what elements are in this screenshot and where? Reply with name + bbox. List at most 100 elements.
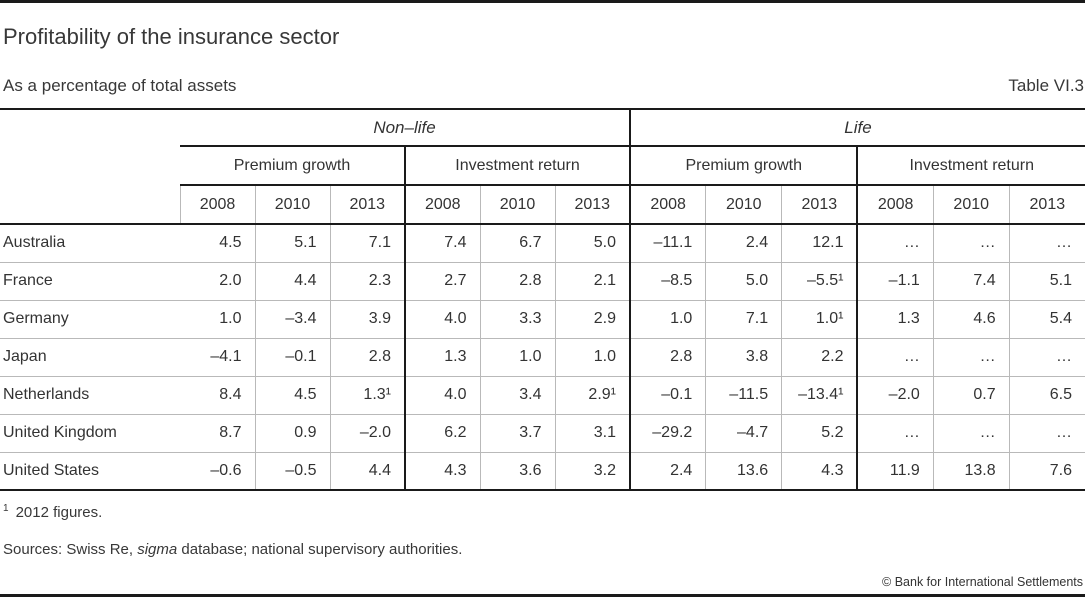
value-cell: –2.0 [856,375,934,414]
value-cell: 7.1 [705,299,782,338]
value-cell: … [1008,337,1085,376]
subgroup-header-life-premium-growth: Premium growth [628,146,858,186]
group-header-life: Life [629,108,1085,147]
value-cell: 2.8 [629,337,706,376]
country-cell: Germany [0,299,180,338]
subgroup-header-row: Premium growth Investment return Premium… [0,146,1085,186]
country-cell: Netherlands [0,375,180,414]
year-header: 2008 [179,185,255,225]
value-cell: 4.3 [781,451,858,491]
value-cell: 11.9 [856,451,934,491]
value-cell: 0.9 [254,413,330,452]
sources-line: Sources: Swiss Re, sigma database; natio… [3,541,462,558]
subgroup-header-nonlife-premium-growth: Premium growth [180,146,405,186]
top-rule [0,0,1085,3]
country-cell: United States [0,451,180,491]
page-title: Profitability of the insurance sector [3,24,340,49]
value-cell: 2.3 [329,261,405,300]
table-row: United Kingdom 8.7 0.9 –2.0 6.2 3.7 3.1 –29.2 –4… [0,413,1085,452]
subtitle-row: As a percentage of total assets Table VI… [3,76,1084,96]
value-cell: 2.9 [554,299,630,338]
country-cell: France [0,261,180,300]
sources-prefix: Sources: Swiss Re, [3,541,138,558]
value-cell: … [932,224,1010,262]
year-header: 2013 [781,185,858,225]
table-body: Australia 4.5 5.1 7.1 7.4 6.7 5.0 –11.1 2.4 12.1…… [0,224,1085,491]
value-cell: 5.0 [705,261,782,300]
value-cell: 3.4 [479,375,555,414]
value-cell: –0.1 [629,375,706,414]
year-header: 2008 [629,185,706,225]
profitability-table: Non–life Life Premium growth Investment … [0,108,1085,491]
table-row: Australia 4.5 5.1 7.1 7.4 6.7 5.0 –11.1 2.4 12.1…… [0,224,1085,262]
value-cell: –0.1 [254,337,330,376]
value-cell: 4.4 [329,451,405,491]
value-cell: 8.7 [180,413,255,452]
value-cell: 2.9¹ [554,375,630,414]
value-cell: … [932,413,1010,452]
value-cell: –11.5 [705,375,782,414]
table-subtitle: As a percentage of total assets [3,76,237,95]
value-cell: … [856,224,934,262]
value-cell: 4.5 [254,375,330,414]
value-cell: –5.5¹ [781,261,858,300]
table-row: United States –0.6 –0.5 4.4 4.3 3.6 3.2 2.4 13.6… [0,451,1085,491]
country-cell: Japan [0,337,180,376]
value-cell: 3.6 [479,451,555,491]
value-cell: –8.5 [629,261,706,300]
year-header: 2013 [329,185,405,225]
value-cell: –4.1 [180,337,255,376]
value-cell: –0.5 [254,451,330,491]
table-header: Non–life Life Premium growth Investment … [0,108,1085,225]
value-cell: 12.1 [781,224,858,262]
value-cell: 7.6 [1008,451,1085,491]
subgroup-header-life-investment-return: Investment return [856,146,1085,186]
value-cell: –1.1 [856,261,934,300]
sources-suffix: database; national supervisory authoriti… [177,541,463,558]
table-row: Japan –4.1 –0.1 2.8 1.3 1.0 1.0 2.8 3.8 2.2……… [0,337,1085,376]
value-cell: –13.4¹ [781,375,858,414]
value-cell: 2.8 [329,337,405,376]
year-header: 2008 [404,185,480,225]
year-header: 2010 [932,185,1010,225]
value-cell: –29.2 [629,413,706,452]
value-cell: … [932,337,1010,376]
table-row: Germany 1.0 –3.4 3.9 4.0 3.3 2.9 1.0 7.1 1.0¹ 1.3 4… [0,299,1085,338]
value-cell: 2.0 [180,261,255,300]
value-cell: 7.1 [329,224,405,262]
value-cell: 3.9 [329,299,405,338]
value-cell: –2.0 [329,413,405,452]
value-cell: 4.0 [404,375,480,414]
value-cell: 2.8 [479,261,555,300]
value-cell: 5.1 [254,224,330,262]
value-cell: 2.1 [554,261,630,300]
footnote-text: 2012 figures. [15,504,103,521]
bottom-rule [0,594,1085,597]
table-number-label: Table VI.3 [1008,76,1084,95]
value-cell: 1.3 [404,337,480,376]
value-cell: 6.7 [479,224,555,262]
value-cell: 1.3 [856,299,934,338]
value-cell: 7.4 [404,224,480,262]
value-cell: 1.0¹ [781,299,858,338]
value-cell: … [1008,224,1085,262]
value-cell: –11.1 [629,224,706,262]
value-cell: 2.4 [705,224,782,262]
value-cell: 1.0 [180,299,255,338]
value-cell: 5.1 [1008,261,1085,300]
value-cell: –4.7 [705,413,782,452]
table-row: France 2.0 4.4 2.3 2.7 2.8 2.1 –8.5 5.0 –5.5¹ –1.1… [0,261,1085,300]
corner-cell [0,108,180,146]
value-cell: 5.4 [1008,299,1085,338]
year-header: 2010 [705,185,782,225]
year-header-row: 2008 2010 2013 2008 2010 2013 2008 2010 … [0,185,1085,225]
corner-cell [0,185,180,225]
value-cell: 4.0 [404,299,480,338]
footnote-marker: 1 [3,503,9,514]
value-cell: 4.4 [254,261,330,300]
value-cell: 1.3¹ [329,375,405,414]
value-cell: 5.2 [781,413,858,452]
value-cell: 1.0 [479,337,555,376]
value-cell: 13.6 [705,451,782,491]
